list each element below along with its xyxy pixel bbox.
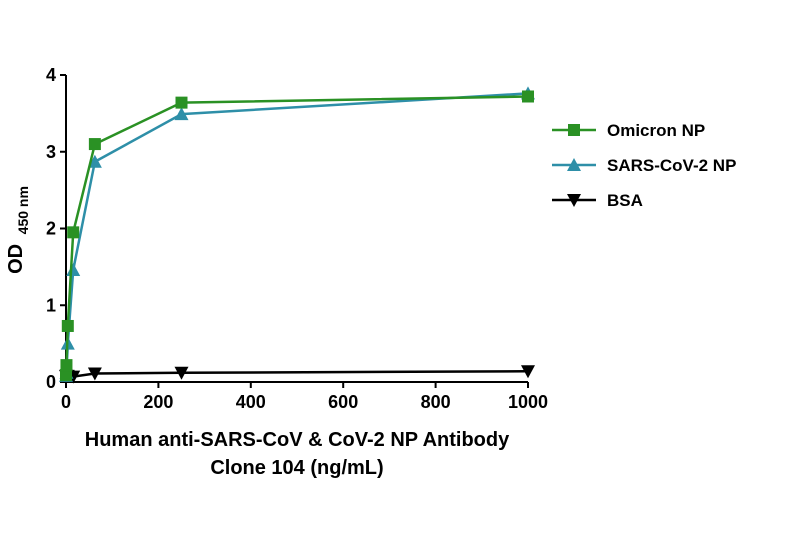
x-tick-label: 1000 xyxy=(508,392,548,412)
data-point-omicron-np xyxy=(61,319,74,332)
data-point-omicron-np xyxy=(67,226,80,239)
y-tick-label: 0 xyxy=(46,372,56,392)
series-bsa xyxy=(59,365,535,384)
data-point-sars-cov-2-np xyxy=(66,262,81,276)
series-line-sars-cov-2-np xyxy=(64,92,529,377)
legend-item-bsa: BSA xyxy=(552,191,643,210)
legend: Omicron NP SARS-CoV-2 NP BSA xyxy=(552,121,736,210)
legend-item-omicron-np: Omicron NP xyxy=(552,121,705,140)
legend-marker-sars-cov-2-np xyxy=(567,158,581,171)
legend-label-sars-cov-2-np: SARS-CoV-2 NP xyxy=(607,156,736,175)
legend-marker-omicron-np xyxy=(568,124,580,136)
data-point-omicron-np xyxy=(60,369,72,382)
y-tick-label: 2 xyxy=(46,219,56,239)
data-point-omicron-np xyxy=(175,96,188,109)
series-sars-cov-2-np xyxy=(59,86,535,382)
data-point-bsa xyxy=(87,367,102,381)
y-tick-label: 4 xyxy=(46,65,56,85)
x-tick-label: 600 xyxy=(328,392,358,412)
x-tick-label: 200 xyxy=(143,392,173,412)
x-tick-label: 800 xyxy=(421,392,451,412)
y-tick-label: 3 xyxy=(46,142,56,162)
x-tick-label: 400 xyxy=(236,392,266,412)
y-tick-label: 1 xyxy=(46,295,56,315)
data-point-bsa xyxy=(174,366,189,380)
series-omicron-np xyxy=(60,90,534,382)
y-axis-subscript: 450 nm xyxy=(15,186,31,234)
legend-label-bsa: BSA xyxy=(607,191,643,210)
data-point-omicron-np xyxy=(88,138,101,151)
series-line-bsa xyxy=(66,370,529,378)
legend-marker-bsa xyxy=(567,194,581,207)
x-axis-title-line1: Human anti-SARS-CoV & CoV-2 NP Antibody xyxy=(85,429,510,451)
x-tick-label: 0 xyxy=(61,392,71,412)
data-point-omicron-np xyxy=(60,359,73,372)
data-point-sars-cov-2-np xyxy=(174,107,189,121)
legend-label-omicron-np: Omicron NP xyxy=(607,121,705,140)
y-axis-label: OD xyxy=(5,244,27,274)
series-layer xyxy=(59,86,535,384)
data-point-bsa xyxy=(521,365,535,379)
y-axis-title: OD 450 nm xyxy=(5,186,31,274)
data-point-omicron-np xyxy=(522,90,534,103)
data-point-sars-cov-2-np xyxy=(87,154,102,168)
x-axis-title-line2: Clone 104 (ng/mL) xyxy=(210,457,383,479)
legend-item-sars-cov-2-np: SARS-CoV-2 NP xyxy=(552,156,736,175)
axes: 0 1 2 3 4 0 200 400 600 800 1000 xyxy=(46,65,548,412)
